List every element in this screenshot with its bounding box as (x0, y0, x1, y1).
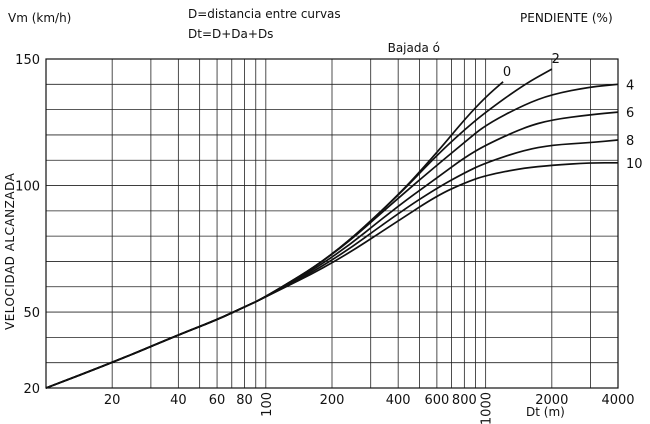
series-lines: 0 2 4 6 8 10 (45, 52, 643, 389)
note-line-2: Dt=D+Da+Ds (188, 27, 273, 41)
series-label-10: 10 (626, 157, 643, 172)
legend-title: PENDIENTE (%) (520, 11, 613, 25)
series-label-2: 2 (552, 52, 560, 67)
x-tick-label: 800 (452, 393, 477, 408)
y-tick-label: 20 (23, 382, 40, 397)
x-tick-label: 400 (386, 393, 411, 408)
x-tick-label: 60 (209, 393, 226, 408)
y-tick-label: 50 (23, 306, 40, 321)
x-tick-label: 20 (104, 393, 121, 408)
series-line-10 (45, 161, 618, 389)
series-label-0: 0 (503, 65, 511, 80)
plot-frame (45, 58, 619, 389)
x-tick-label: 4000 (601, 393, 634, 408)
legend-prefix: Bajada ó (388, 41, 440, 55)
x-axis-label: Dt (m) (526, 405, 565, 419)
x-tick-label: 80 (236, 393, 253, 408)
x-tick-label: 1000 (480, 392, 495, 424)
x-tick-label: 200 (320, 393, 345, 408)
x-tick-label: 40 (170, 393, 187, 408)
x-tick-label: 100 (260, 392, 275, 417)
note-line-1: D=distancia entre curvas (188, 7, 341, 21)
series-label-4: 4 (626, 78, 634, 93)
y-tick-label: 100 (15, 180, 40, 195)
x-tick-label: 2000 (535, 393, 568, 408)
grid (45, 58, 619, 389)
series-line-0 (45, 81, 504, 389)
y-tick-label: 150 (15, 53, 40, 68)
x-tick-label: 600 (424, 393, 449, 408)
y-axis-top-label: Vm (km/h) (8, 11, 71, 25)
series-label-8: 8 (626, 134, 634, 149)
series-label-6: 6 (626, 106, 634, 121)
y-axis-side-label: VELOCIDAD ALCANZADA (3, 172, 17, 330)
